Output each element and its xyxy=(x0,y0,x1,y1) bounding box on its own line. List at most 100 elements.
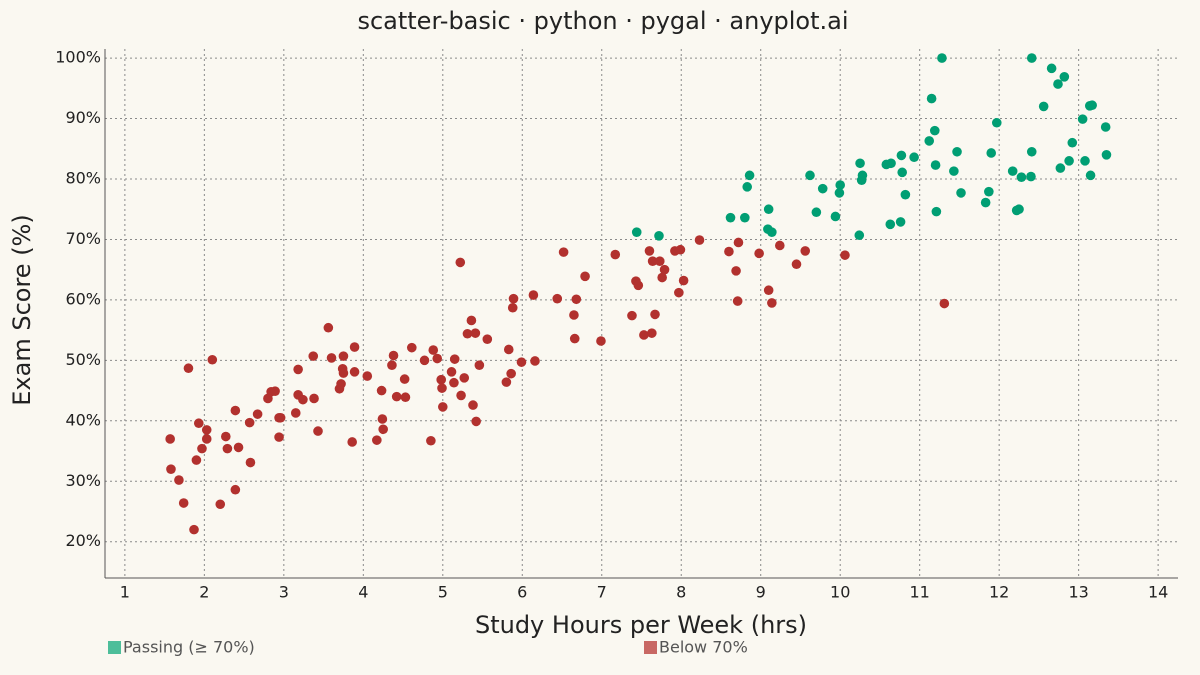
legend-swatch xyxy=(644,641,657,654)
data-point xyxy=(466,315,477,326)
legend-label: Below 70% xyxy=(659,638,748,657)
data-point xyxy=(929,125,940,136)
data-point xyxy=(633,280,644,291)
data-point xyxy=(675,244,686,255)
data-point xyxy=(166,464,176,474)
data-point xyxy=(462,328,473,339)
y-tick-label: 100% xyxy=(55,48,101,67)
data-point xyxy=(308,351,319,361)
y-axis-title: Exam Score (%) xyxy=(8,214,36,405)
data-point xyxy=(507,302,518,313)
data-point xyxy=(610,249,621,260)
x-tick-label: 11 xyxy=(910,583,930,602)
data-point xyxy=(1055,163,1066,173)
data-point xyxy=(644,246,655,256)
y-tick-label: 50% xyxy=(65,350,101,369)
data-point xyxy=(391,391,402,402)
data-point xyxy=(501,377,512,387)
data-point xyxy=(362,371,373,381)
x-tick-label: 7 xyxy=(597,583,607,602)
data-point xyxy=(516,357,527,367)
data-point xyxy=(924,136,935,146)
legend-swatch xyxy=(108,641,121,654)
data-point xyxy=(854,230,865,241)
x-tick-label: 13 xyxy=(1068,583,1088,602)
data-point xyxy=(1038,101,1049,112)
data-point xyxy=(627,310,637,321)
x-axis-title: Study Hours per Week (hrs) xyxy=(475,611,807,639)
data-point xyxy=(767,298,777,308)
data-point xyxy=(244,417,255,428)
legend-label: Passing (≥ 70%) xyxy=(123,638,255,657)
data-point xyxy=(897,167,907,178)
data-point xyxy=(178,498,189,508)
data-point xyxy=(767,227,777,237)
legend: Passing (≥ 70%) Below 70% xyxy=(108,638,748,657)
x-tick-label: 3 xyxy=(279,583,289,602)
data-point xyxy=(419,355,430,366)
data-point xyxy=(552,293,563,304)
data-point xyxy=(724,246,734,257)
data-point xyxy=(647,256,658,267)
data-point xyxy=(571,294,582,305)
data-point xyxy=(931,206,942,217)
data-point xyxy=(455,257,466,268)
data-point xyxy=(855,158,865,169)
data-point xyxy=(639,330,649,340)
y-tick-label: 60% xyxy=(65,289,101,308)
data-point xyxy=(399,374,410,384)
data-point xyxy=(230,484,241,495)
data-point xyxy=(432,353,443,364)
data-point xyxy=(230,405,241,416)
data-point xyxy=(956,188,966,198)
data-point xyxy=(1087,100,1097,111)
data-point xyxy=(834,188,845,198)
data-point xyxy=(245,457,256,468)
data-point xyxy=(754,248,764,259)
data-point xyxy=(657,272,667,283)
chart-title: scatter-basic · python · pygal · anyplot… xyxy=(357,7,848,35)
data-point xyxy=(1026,53,1037,63)
data-point xyxy=(270,386,280,396)
data-point xyxy=(193,418,204,429)
data-point xyxy=(886,158,896,169)
data-point xyxy=(165,434,175,444)
data-point xyxy=(937,53,947,63)
data-point xyxy=(338,368,349,378)
data-point xyxy=(659,264,670,275)
data-point xyxy=(654,256,665,267)
data-point xyxy=(1016,172,1027,182)
data-point xyxy=(939,298,950,309)
data-point xyxy=(326,353,337,363)
data-point xyxy=(406,342,417,353)
data-point xyxy=(349,342,360,352)
data-point xyxy=(896,150,907,161)
data-point xyxy=(817,183,828,194)
data-point xyxy=(189,524,199,535)
data-point xyxy=(900,189,911,200)
x-tick-labels: 1 2 3 4 5 6 7 8 9 10 11 12 13 14 xyxy=(120,583,1169,602)
data-point xyxy=(376,385,387,396)
data-point xyxy=(949,166,959,176)
x-tick-label: 14 xyxy=(1148,583,1168,602)
data-point xyxy=(388,350,399,361)
data-point xyxy=(733,237,744,248)
x-tick-label: 6 xyxy=(517,583,527,602)
data-point xyxy=(647,328,657,338)
data-point xyxy=(221,431,231,442)
data-point xyxy=(1101,150,1112,160)
y-tick-label: 70% xyxy=(65,229,101,248)
x-tick-label: 5 xyxy=(438,583,448,602)
data-point xyxy=(347,437,357,447)
data-point xyxy=(233,442,244,453)
data-point xyxy=(274,432,284,442)
data-point xyxy=(580,271,590,282)
data-point xyxy=(1100,122,1111,132)
y-tick-label: 40% xyxy=(65,410,101,429)
data-point xyxy=(805,170,815,181)
x-tick-label: 4 xyxy=(358,583,368,602)
data-point xyxy=(449,354,460,364)
data-point xyxy=(732,296,743,306)
y-tick-label: 20% xyxy=(65,531,101,550)
